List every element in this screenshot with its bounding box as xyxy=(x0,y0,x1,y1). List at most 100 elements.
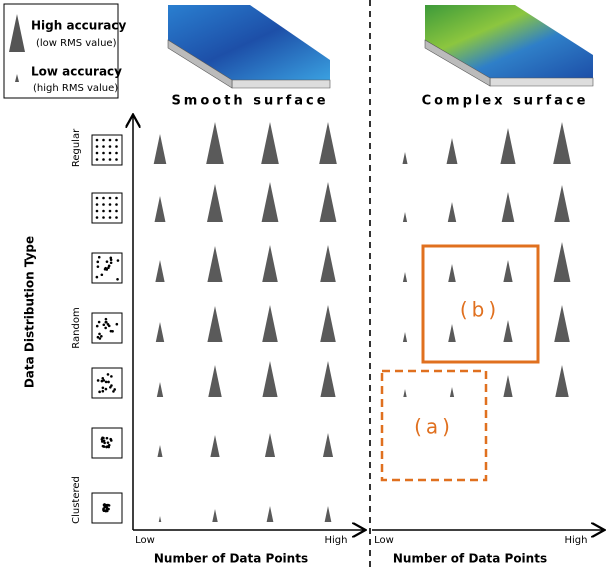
icon-dot xyxy=(95,324,99,328)
legend-low-note: (high RMS value) xyxy=(33,83,118,94)
icon-dot xyxy=(116,259,120,262)
panel-title: Smooth surface xyxy=(171,94,328,109)
accuracy-triangle xyxy=(206,122,224,164)
accuracy-triangle xyxy=(261,122,279,164)
icon-dot xyxy=(108,216,112,219)
icon-dot xyxy=(108,203,112,206)
accuracy-triangle xyxy=(154,196,166,222)
icon-dot xyxy=(96,260,100,264)
icon-dot xyxy=(115,209,118,213)
accuracy-triangle xyxy=(553,122,571,164)
accuracy-triangle xyxy=(403,389,407,397)
icon-dot xyxy=(108,138,112,142)
y-category-label: Clustered xyxy=(71,476,82,524)
icon-dot xyxy=(100,379,104,383)
accuracy-triangle xyxy=(319,122,337,164)
icon-dot xyxy=(102,209,105,213)
icon-dot xyxy=(109,258,113,262)
icon-dot xyxy=(107,380,110,384)
icon-dot xyxy=(102,196,105,200)
highlight-box-b xyxy=(421,244,540,364)
icon-dot xyxy=(109,256,113,260)
y-axis-title: Data Distribution Type xyxy=(23,236,37,388)
accuracy-triangle xyxy=(449,387,455,397)
accuracy-triangle xyxy=(207,246,223,282)
distribution-icons xyxy=(91,134,123,524)
icon-dot xyxy=(115,151,118,155)
legend-high-note: (low RMS value) xyxy=(36,38,117,49)
icon-dot xyxy=(109,261,113,265)
icon-dot xyxy=(110,375,113,378)
icon-dot xyxy=(95,275,99,279)
accuracy-triangle xyxy=(266,506,274,522)
accuracy-triangle xyxy=(320,305,336,342)
icon-dot xyxy=(108,145,112,148)
icon-dot xyxy=(115,322,119,326)
icon-dot xyxy=(115,158,118,161)
accuracy-triangle xyxy=(320,245,336,282)
icon-dot xyxy=(95,216,99,219)
icon-dot xyxy=(95,196,99,200)
icon-dot xyxy=(98,332,101,336)
triangle-grid xyxy=(153,122,571,522)
smooth-surface-image xyxy=(167,5,331,89)
icon-dot xyxy=(102,151,105,155)
accuracy-triangle xyxy=(264,433,276,457)
icon-dot xyxy=(102,439,106,443)
legend-small-triangle xyxy=(15,74,19,82)
x-high-label: High xyxy=(565,535,588,546)
icon-dot xyxy=(106,441,110,444)
x-axis-title: Number of Data Points xyxy=(154,552,308,566)
icon-dot xyxy=(105,320,108,324)
icon-dot xyxy=(106,373,110,376)
y-category-label: Random xyxy=(71,307,82,348)
panel-title: Complex surface xyxy=(422,94,589,109)
accuracy-triangle xyxy=(320,361,336,397)
icon-dot xyxy=(106,445,109,448)
icon-dot xyxy=(102,203,105,206)
accuracy-triangle xyxy=(448,324,456,342)
icon-dot xyxy=(95,158,99,161)
accuracy-triangle xyxy=(554,305,570,342)
icon-dot xyxy=(105,260,109,263)
accuracy-triangle xyxy=(503,375,513,397)
icon-dot xyxy=(97,320,101,324)
box-label: (a) xyxy=(414,415,454,439)
icon-dot xyxy=(102,145,105,148)
accuracy-triangle xyxy=(262,305,278,342)
icon-dot xyxy=(104,387,108,391)
accuracy-triangle xyxy=(207,306,223,342)
accuracy-triangle xyxy=(322,433,334,457)
accuracy-triangle xyxy=(402,272,408,282)
accuracy-triangle xyxy=(555,365,569,397)
icon-dot xyxy=(107,266,110,269)
icon-dot xyxy=(102,323,106,327)
icon-dot xyxy=(96,335,100,339)
icon-dot xyxy=(109,385,112,389)
icon-dot xyxy=(101,389,105,393)
accuracy-triangle xyxy=(553,242,571,282)
distribution-icon xyxy=(91,367,123,399)
icon-dot xyxy=(98,390,101,394)
icon-dot xyxy=(115,216,118,219)
accuracy-triangle xyxy=(261,182,279,222)
icon-dot xyxy=(101,376,105,380)
icon-dot xyxy=(95,203,99,206)
accuracy-triangle xyxy=(210,435,220,457)
complex-surface-image xyxy=(424,5,594,87)
icon-dot xyxy=(115,203,118,206)
accuracy-triangle xyxy=(262,361,278,397)
legend-large-triangle xyxy=(9,14,25,52)
legend-high-title: High accuracy xyxy=(31,19,126,33)
accuracy-triangle xyxy=(402,212,408,222)
x-low-label: Low xyxy=(374,535,394,546)
icon-dot xyxy=(95,209,99,213)
accuracy-triangle xyxy=(208,365,222,397)
icon-dot xyxy=(115,196,118,200)
y-category-label: Regular xyxy=(71,128,82,167)
x-low-label: Low xyxy=(135,535,155,546)
icon-dot xyxy=(101,386,105,390)
icon-dot xyxy=(108,158,112,161)
icon-dot xyxy=(108,209,112,213)
